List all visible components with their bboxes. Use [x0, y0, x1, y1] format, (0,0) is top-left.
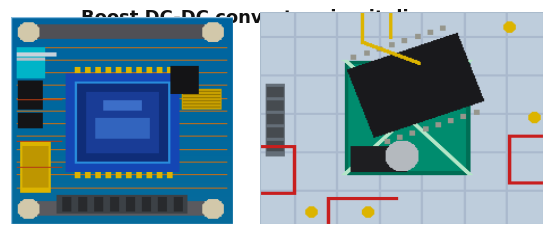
Text: Boost DC-DC converter circuit diagram: Boost DC-DC converter circuit diagram	[81, 9, 473, 27]
